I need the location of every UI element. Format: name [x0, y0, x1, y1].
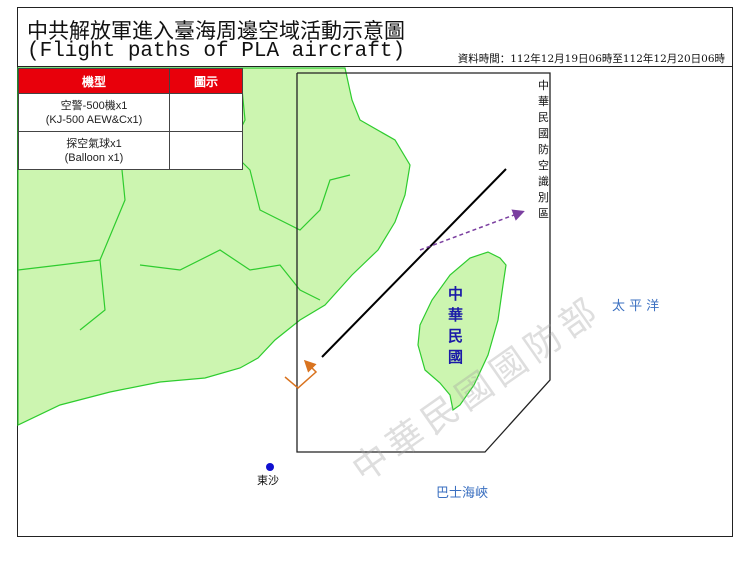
title-box: 中共解放軍進入臺海周邊空域活動示意圖 (Flight paths of PLA …	[17, 7, 733, 67]
legend-kj500-zh: 空警-500機x1	[60, 99, 128, 112]
adiz-label: 中華民國防空識別區	[538, 79, 549, 220]
legend-header-icon: 圖示	[169, 68, 243, 94]
legend-table: 機型 圖示 空警-500機x1 (KJ-500 AEW&Cx1) 探空氣球x1 (Ba…	[18, 68, 243, 170]
bashi-label: 巴士海峽	[436, 486, 489, 501]
dongsha-label: 東沙	[257, 474, 279, 487]
taiwan	[417, 251, 507, 412]
title-zh: 中共解放軍進入臺海周邊空域活動示意圖	[27, 19, 405, 43]
legend-header-type: 機型	[18, 68, 170, 94]
legend-row: 探空氣球x1 (Balloon x1)	[18, 131, 243, 170]
dongsha-marker	[266, 463, 274, 471]
legend-kj500-icon	[169, 93, 243, 132]
pacific-label: 太 平 洋	[612, 299, 660, 314]
median-line	[321, 168, 507, 358]
legend-row: 空警-500機x1 (KJ-500 AEW&Cx1)	[18, 93, 243, 132]
timestamp: 資料時間：112年12月19日06時至112年12月20日06時	[457, 53, 725, 65]
adiz-boundary	[296, 72, 551, 453]
legend-balloon-icon	[169, 131, 243, 170]
province-border	[17, 259, 101, 271]
title-en: (Flight paths of PLA aircraft)	[27, 40, 406, 63]
legend-balloon-zh: 探空氣球x1	[66, 137, 122, 150]
legend-balloon-en: (Balloon x1)	[64, 151, 124, 164]
kj500-path	[284, 359, 318, 389]
balloon-path	[419, 209, 525, 251]
legend-kj500-en: (KJ-500 AEW&Cx1)	[45, 113, 143, 126]
province-border	[139, 249, 321, 301]
taiwan-label: 中華民國	[448, 285, 464, 366]
